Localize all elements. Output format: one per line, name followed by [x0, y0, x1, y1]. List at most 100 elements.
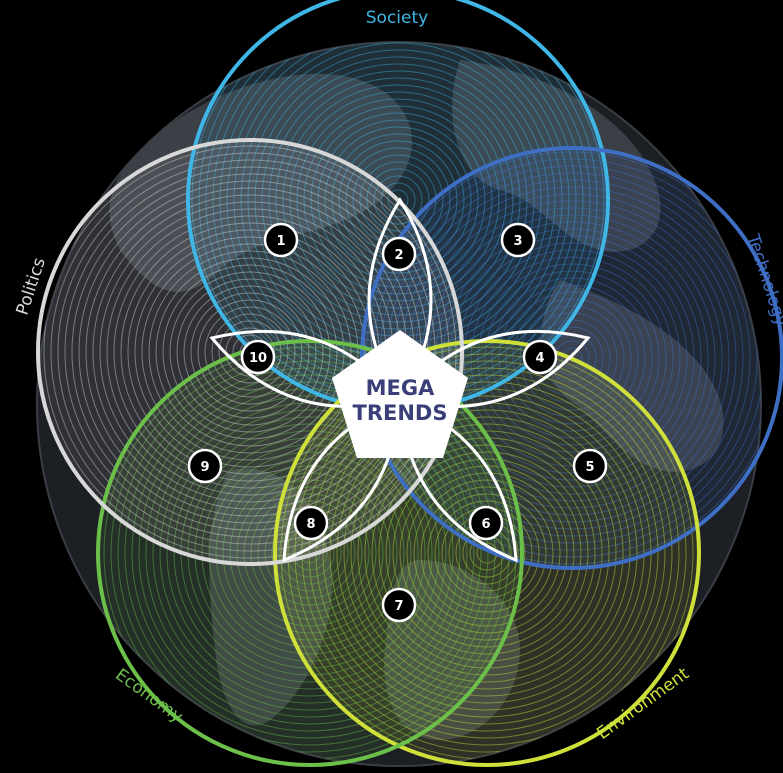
marker-label: 2 [394, 248, 403, 263]
ring-technology [470, 256, 674, 460]
ring-economy [243, 486, 377, 620]
ring-environment [427, 493, 547, 613]
ring-economy [236, 479, 384, 627]
ring-politics [176, 278, 324, 426]
marker-circle [572, 448, 608, 484]
ring-politics [162, 264, 338, 440]
ring-society [317, 119, 479, 281]
petal-politics [209, 330, 403, 408]
ring-environment [364, 430, 610, 676]
ring-politics [64, 166, 436, 538]
circle-outline-economy [96, 339, 524, 767]
marker-label: 7 [394, 599, 403, 614]
ring-economy [173, 416, 447, 690]
ring-society [373, 175, 423, 225]
ring-politics [211, 313, 289, 391]
marker-circle [381, 587, 417, 623]
ring-technology [463, 249, 681, 467]
ring-technology [449, 235, 695, 481]
ring-politics [190, 292, 310, 412]
marker-circle [381, 236, 417, 272]
ring-technology [484, 270, 660, 446]
marker-circle [187, 448, 223, 484]
marker-1: 1 [263, 222, 299, 258]
ring-environment [329, 395, 645, 711]
ring-society [268, 70, 528, 330]
ring-environment [308, 374, 666, 732]
inner-petal-outlines [209, 197, 591, 563]
ring-society [310, 112, 486, 288]
ring-politics [197, 299, 303, 405]
marker-2: 2 [381, 236, 417, 272]
ring-politics [218, 320, 282, 384]
petal-society [367, 197, 433, 403]
ring-environment [413, 479, 561, 627]
ring-technology [442, 228, 702, 488]
marker-label: 10 [249, 351, 267, 366]
marker-label: 4 [535, 351, 544, 366]
ring-politics [204, 306, 296, 398]
marker-circle [522, 339, 558, 375]
ring-environment [343, 409, 631, 697]
ring-society [282, 84, 514, 316]
marker-circle [240, 339, 276, 375]
ring-society [366, 168, 430, 232]
ring-politics [148, 250, 352, 454]
marker-6: 6 [468, 505, 504, 541]
marker-8: 8 [293, 505, 329, 541]
ring-environment [287, 353, 687, 753]
ring-environment [406, 472, 568, 634]
ring-society [289, 91, 507, 309]
marker-4: 4 [522, 339, 558, 375]
ring-economy [215, 458, 405, 648]
ring-economy [257, 500, 363, 606]
ring-economy [110, 353, 510, 753]
ring-politics [183, 285, 317, 419]
ring-environment [357, 423, 617, 683]
ring-technology [456, 242, 688, 474]
ring-politics [57, 159, 443, 545]
petal-economy [282, 397, 402, 563]
ring-technology [519, 305, 625, 411]
ring-politics [134, 236, 366, 468]
ring-environment [378, 444, 596, 662]
circle-outline-environment [273, 339, 701, 767]
petal-environment [398, 397, 518, 563]
ring-technology [491, 277, 653, 439]
marker-circle [263, 222, 299, 258]
core-line-1: MEGA [366, 376, 435, 400]
marker-circle [500, 222, 536, 258]
ring-society [296, 98, 500, 302]
ring-economy [152, 395, 468, 711]
ring-environment [385, 451, 589, 655]
ring-technology [561, 347, 583, 369]
megatrends-core [332, 330, 468, 458]
ring-environment [434, 500, 540, 606]
marker-label: 8 [306, 517, 315, 532]
ring-society [324, 126, 472, 274]
circle-outline-politics [36, 138, 464, 566]
ring-environment [392, 458, 582, 648]
ring-environment [420, 486, 554, 620]
ring-environment [350, 416, 624, 690]
ring-society [380, 182, 416, 218]
marker-circle [293, 505, 329, 541]
ring-technology [498, 284, 646, 432]
marker-label: 3 [513, 234, 522, 249]
ring-technology [505, 291, 639, 425]
ring-economy [201, 444, 419, 662]
label-society: Society [366, 8, 428, 28]
marker-label: 6 [481, 517, 490, 532]
ring-technology [512, 298, 632, 418]
marker-3: 3 [500, 222, 536, 258]
ring-economy [138, 381, 482, 725]
marker-7: 7 [381, 587, 417, 623]
ring-politics [169, 271, 331, 433]
ring-economy [250, 493, 370, 613]
ring-society [303, 105, 493, 295]
ring-society [275, 77, 521, 323]
ring-politics [141, 243, 359, 461]
marker-9: 9 [187, 448, 223, 484]
ring-economy [222, 465, 398, 641]
